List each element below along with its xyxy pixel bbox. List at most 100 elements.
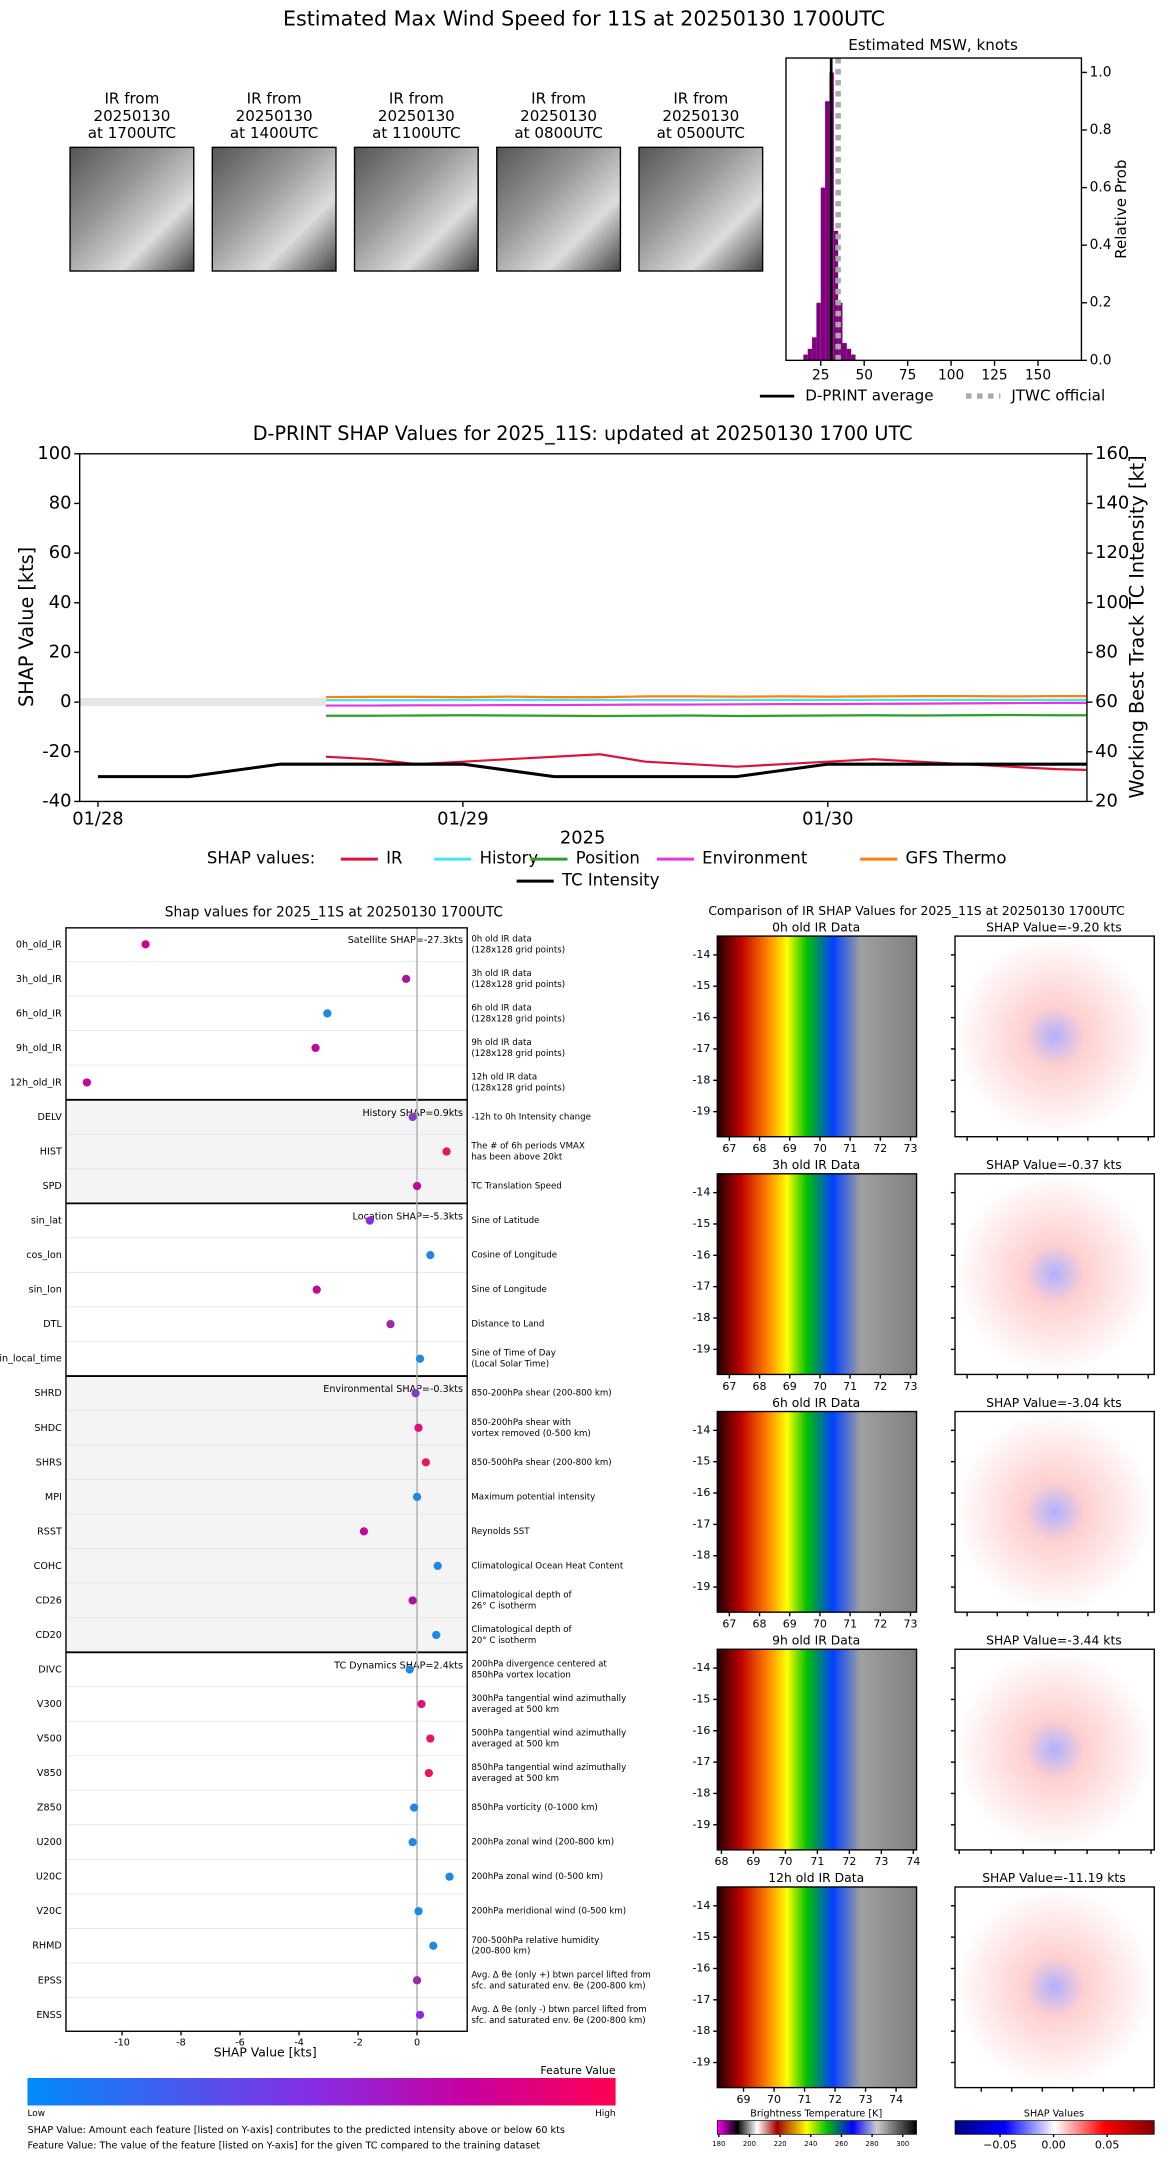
ir-thumbnail: [69, 146, 195, 272]
thumbnail-label: IR from: [673, 90, 728, 108]
x-tick-label: 71: [798, 2093, 812, 2106]
feature-description: 12h old IR data: [471, 1072, 537, 1082]
feature-name: DTL: [43, 1319, 62, 1330]
y-tick-label: -17: [692, 1755, 710, 1768]
shap-image: [954, 1173, 1155, 1376]
feature-name: HIST: [40, 1147, 62, 1158]
legend-label: GFS Thermo: [906, 849, 1007, 868]
thumbnail-label: at 1400UTC: [230, 124, 318, 142]
shap-dot: [405, 1665, 414, 1674]
y-tick-label: -16: [692, 1486, 710, 1499]
x-tick-label: 68: [714, 1855, 728, 1868]
group-label: TC Dynamics SHAP=2.4kts: [333, 1660, 463, 1671]
feature-description: 200hPa divergence centered at: [471, 1660, 607, 1670]
y-tick-label: -17: [692, 1042, 710, 1055]
x-tick-label: -4: [294, 2037, 304, 2048]
y2-tick-label: 60: [1095, 691, 1118, 712]
group-label: Location SHAP=-5.3kts: [353, 1211, 464, 1222]
y-tick-label: -14: [692, 1661, 710, 1674]
ir-thumbnail: [638, 146, 764, 272]
panel-title: 9h old IR Data: [772, 1634, 860, 1648]
feature-name: SPD: [43, 1181, 62, 1192]
x-tick-label: 74: [889, 2093, 903, 2106]
y-tick-label: -18: [692, 2024, 710, 2037]
x-tick-label: 150: [1025, 367, 1051, 383]
x-tick-label: 0: [414, 2037, 420, 2048]
feature-name: SHDC: [34, 1423, 62, 1434]
x-tick-label: 71: [843, 1618, 857, 1631]
y-tick-label: -15: [692, 1217, 710, 1230]
x-tick-label: 73: [904, 1618, 918, 1631]
chart-title: D-PRINT SHAP Values for 2025_11S: update…: [253, 422, 913, 445]
feature-description: averaged at 500 km: [471, 1740, 559, 1750]
bar: [851, 354, 856, 361]
feature-description: has been above 20kt: [471, 1153, 563, 1163]
chart-title: Shap values for 2025_11S at 20250130 170…: [165, 905, 503, 921]
series-line: [326, 695, 1087, 699]
feature-description: 850hPa tangential wind azimuthally: [471, 1763, 626, 1773]
thumbnail-label: IR from: [389, 90, 444, 108]
feature-description: 850hPa vortex location: [471, 1670, 570, 1680]
shap-dot: [408, 1112, 417, 1122]
legend-title: SHAP values:: [207, 849, 315, 868]
colorbar-tick-label: 260: [835, 2140, 848, 2148]
shap-dot: [412, 1492, 422, 1501]
panel-title: SHAP Value=-0.37 kts: [986, 1158, 1122, 1172]
shap-dot: [415, 2010, 425, 2019]
ir-image: [716, 1886, 918, 2089]
series-line: [325, 753, 1087, 771]
y-tick-label: -18: [692, 1311, 710, 1324]
y-tick-label: -40: [42, 790, 71, 811]
y2-tick-label: 1.0: [1090, 64, 1112, 80]
colorbar-tick-label: 200: [743, 2140, 756, 2148]
y2-tick-label: 0.6: [1090, 180, 1112, 196]
y2-tick-label: 140: [1095, 492, 1129, 513]
y2-tick-label: 100: [1095, 592, 1129, 613]
x-tick-label: 69: [737, 2093, 751, 2106]
shap-dot: [442, 1147, 451, 1156]
x-tick-label: 72: [873, 1142, 887, 1155]
feature-name: 12h_old_IR: [10, 1077, 62, 1088]
shap-dot: [421, 1458, 431, 1467]
feature-name: DELV: [37, 1112, 62, 1123]
bar: [833, 230, 839, 361]
shap-dot: [311, 1043, 320, 1053]
feature-name: U200: [36, 1837, 61, 1848]
footnote: SHAP Value: Amount each feature [listed …: [27, 2125, 564, 2136]
thumbnail-label: IR from: [104, 90, 159, 108]
y-tick-label: 20: [49, 641, 72, 662]
shap-image: [954, 1410, 1155, 1613]
y-tick-label: -19: [692, 1818, 710, 1831]
y2-tick-label: 80: [1095, 641, 1118, 662]
feature-name: 3h_old_IR: [16, 974, 62, 985]
feature-name: U20C: [36, 1872, 62, 1883]
bar: [803, 354, 808, 361]
feature-description: Sine of Longitude: [471, 1285, 546, 1295]
feature-description: 9h old IR data: [471, 1038, 531, 1048]
feature-description: averaged at 500 km: [471, 1774, 559, 1784]
group-label: Satellite SHAP=-27.3kts: [348, 935, 463, 946]
x-tick-label: 50: [855, 367, 872, 383]
feature-name: SHRD: [34, 1388, 61, 1399]
chart-title: Comparison of IR SHAP Values for 2025_11…: [708, 904, 1124, 918]
shap-dot: [408, 1838, 417, 1847]
feature-name: ENSS: [36, 2010, 61, 2021]
y-tick-label: -14: [692, 1899, 710, 1912]
y2-tick-label: 20: [1095, 790, 1118, 811]
x-tick-label: 01/29: [437, 808, 488, 829]
y-tick-label: 40: [49, 592, 72, 613]
shap-dot: [426, 1250, 435, 1260]
bar: [807, 348, 813, 361]
ir-image: [716, 1648, 918, 1851]
feature-description: 6h old IR data: [471, 1003, 531, 1013]
y-tick-label: -15: [692, 979, 710, 992]
feature-colorbar: [27, 2077, 616, 2106]
shap-dot: [412, 1181, 422, 1191]
y2-tick-label: 40: [1095, 741, 1118, 762]
thumbnail-label: 20250130: [236, 107, 313, 125]
footnote: Feature Value: The value of the feature …: [27, 2140, 540, 2151]
shap-dot: [417, 1699, 426, 1709]
y-tick-label: -16: [692, 1248, 710, 1261]
x-tick-label: 70: [813, 1618, 827, 1631]
x-tick-label: 72: [828, 2093, 842, 2106]
